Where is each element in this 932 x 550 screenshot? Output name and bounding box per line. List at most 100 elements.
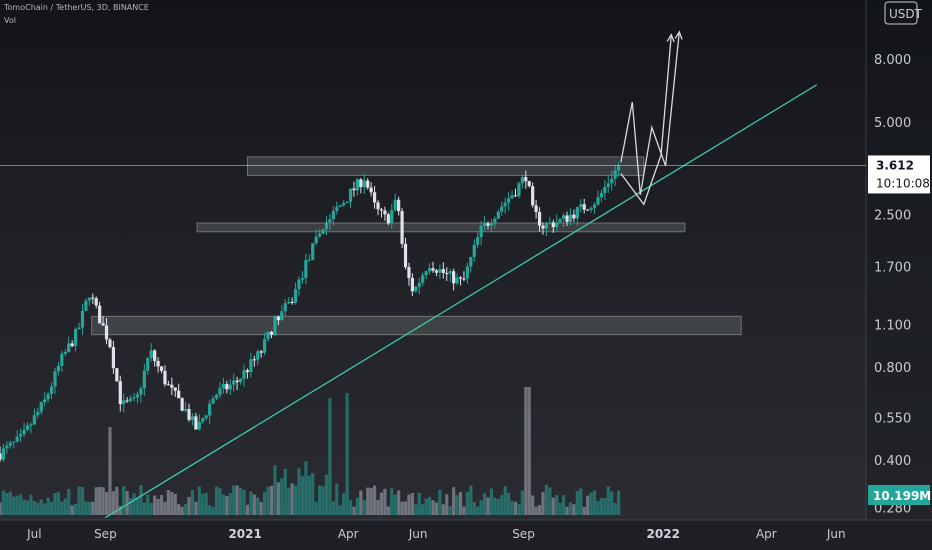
- volume-bar: [507, 492, 511, 515]
- volume-bar: [527, 387, 531, 515]
- candle-body: [403, 243, 408, 268]
- candle-79: [269, 330, 274, 339]
- volume-bar: [111, 491, 116, 515]
- candle-132: [452, 268, 456, 291]
- volume-bar: [589, 492, 593, 515]
- candle-147: [503, 197, 507, 214]
- volume-bar: [434, 502, 439, 515]
- candle-body: [431, 268, 435, 271]
- candle-58: [197, 414, 201, 431]
- time-axis-panel: [0, 520, 932, 550]
- candle-118: [403, 237, 408, 270]
- volume-bar: [263, 491, 267, 515]
- candle-body: [39, 402, 43, 412]
- volume-bar: [29, 494, 33, 515]
- candle-129: [441, 262, 445, 279]
- candle-10: [32, 408, 36, 425]
- candle-48: [163, 365, 167, 387]
- volume-bar: [482, 493, 487, 515]
- candle-body: [300, 278, 305, 280]
- candle-body: [201, 418, 205, 422]
- volume-bar: [417, 492, 421, 515]
- volume-bar: [159, 495, 164, 515]
- candle-47: [159, 366, 164, 374]
- candle-body: [0, 453, 2, 460]
- candle-46: [156, 357, 160, 373]
- candle-body: [252, 359, 256, 361]
- volume-bar: [366, 487, 370, 515]
- candle-6: [19, 428, 23, 442]
- volume-bar: [49, 501, 54, 515]
- candle-116: [397, 196, 401, 216]
- volume-bar: [555, 494, 559, 515]
- candle-body: [458, 277, 463, 279]
- candle-body: [400, 211, 404, 244]
- candle-body: [386, 214, 390, 224]
- candle-89: [304, 253, 308, 285]
- candle-3: [8, 440, 12, 449]
- candle-128: [438, 264, 442, 279]
- volume-bar: [163, 501, 167, 515]
- x-tick-label: 2021: [228, 527, 261, 541]
- candle-1: [1, 444, 6, 463]
- volume-bar: [452, 487, 456, 515]
- candle-119: [407, 262, 411, 286]
- candle-body: [476, 237, 480, 245]
- candle-4: [12, 441, 16, 449]
- candle-5: [15, 430, 19, 443]
- candle-body: [256, 351, 260, 360]
- x-tick-label: Apr: [338, 527, 359, 541]
- volume-bar: [592, 490, 597, 515]
- volume-bar: [465, 491, 469, 515]
- candle-body: [534, 205, 538, 213]
- candle-145: [496, 209, 500, 220]
- candle-body: [393, 199, 397, 211]
- candle-body: [60, 353, 64, 366]
- y-tick-label: 1.700: [874, 260, 911, 275]
- volume-bar: [338, 505, 342, 515]
- candle-body: [452, 271, 456, 284]
- volume-bar: [87, 501, 91, 515]
- candle-body: [507, 198, 511, 203]
- volume-bar: [400, 501, 404, 515]
- volume-bar: [469, 485, 473, 515]
- candle-124: [424, 270, 428, 280]
- volume-bar: [56, 491, 61, 515]
- candle-18: [60, 350, 64, 372]
- candle-86: [293, 282, 298, 305]
- candle-body: [599, 192, 604, 198]
- candle-26: [87, 297, 91, 306]
- candle-body: [352, 188, 356, 191]
- projection-path-alt: [620, 34, 672, 206]
- candle-105: [359, 177, 363, 194]
- support-trendline: [105, 84, 818, 519]
- candle-17: [56, 361, 61, 376]
- volume-bar: [194, 501, 198, 515]
- volume-bar: [173, 493, 177, 515]
- candle-59: [201, 417, 205, 424]
- current-price-badge: [868, 155, 930, 194]
- candle-77: [263, 332, 267, 356]
- candle-85: [290, 297, 294, 305]
- volume-bar: [211, 506, 215, 515]
- candle-151: [517, 181, 521, 199]
- candle-body: [500, 206, 504, 212]
- candle-body: [214, 394, 219, 399]
- y-tick-label: 0.280: [874, 502, 911, 517]
- candle-body: [242, 370, 246, 379]
- candle-body: [159, 366, 164, 371]
- candle-body: [610, 178, 614, 184]
- candle-body: [558, 218, 562, 223]
- volume-bar: [596, 500, 600, 515]
- volume-bar: [19, 494, 23, 515]
- candle-body: [434, 270, 439, 273]
- candle-107: [366, 178, 370, 190]
- volume-bar: [610, 491, 614, 515]
- candle-42: [142, 363, 146, 396]
- volume-bar: [8, 491, 12, 515]
- candle-body: [414, 286, 418, 292]
- volume-bar: [91, 501, 95, 515]
- volume-bar: [67, 488, 71, 515]
